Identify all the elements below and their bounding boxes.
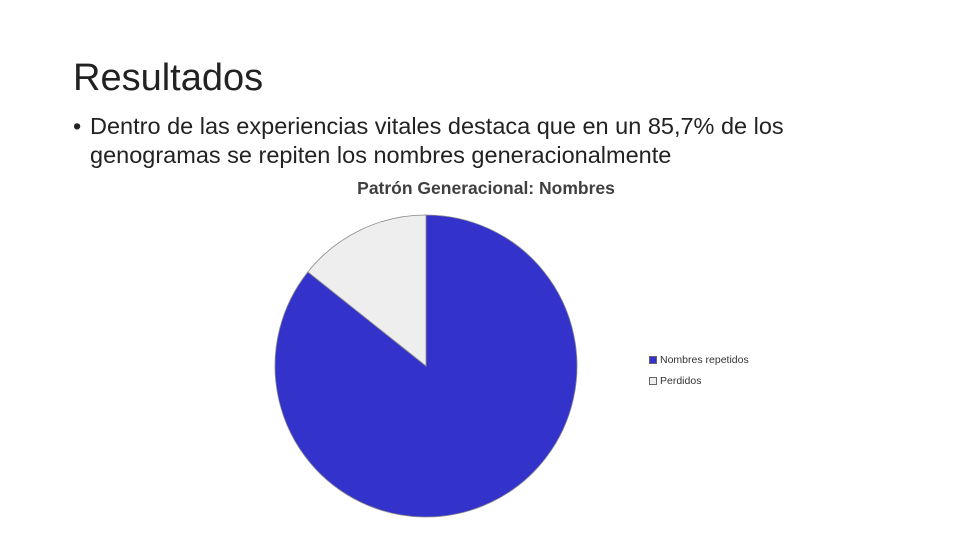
pie-slice-nombres-repetidos — [274, 214, 578, 518]
legend-swatch — [649, 376, 657, 385]
pie-chart — [274, 214, 578, 518]
legend-swatch — [649, 355, 657, 364]
chart-title: Patrón Generacional: Nombres — [357, 178, 615, 198]
pie-slice-perdidos — [307, 214, 427, 367]
bullet-text: Dentro de las experiencias vitales desta… — [90, 113, 784, 168]
legend-label: Perdidos — [660, 374, 702, 387]
legend-item: Nombres repetidos — [649, 349, 749, 370]
legend-item: Perdidos — [649, 370, 749, 391]
bullet-marker: • — [73, 113, 82, 139]
chart-legend: Nombres repetidos Perdidos — [649, 349, 749, 391]
bullet-point: • Dentro de las experiencias vitales des… — [73, 112, 873, 170]
slide-title: Resultados — [73, 57, 264, 99]
legend-label: Nombres repetidos — [660, 353, 749, 366]
